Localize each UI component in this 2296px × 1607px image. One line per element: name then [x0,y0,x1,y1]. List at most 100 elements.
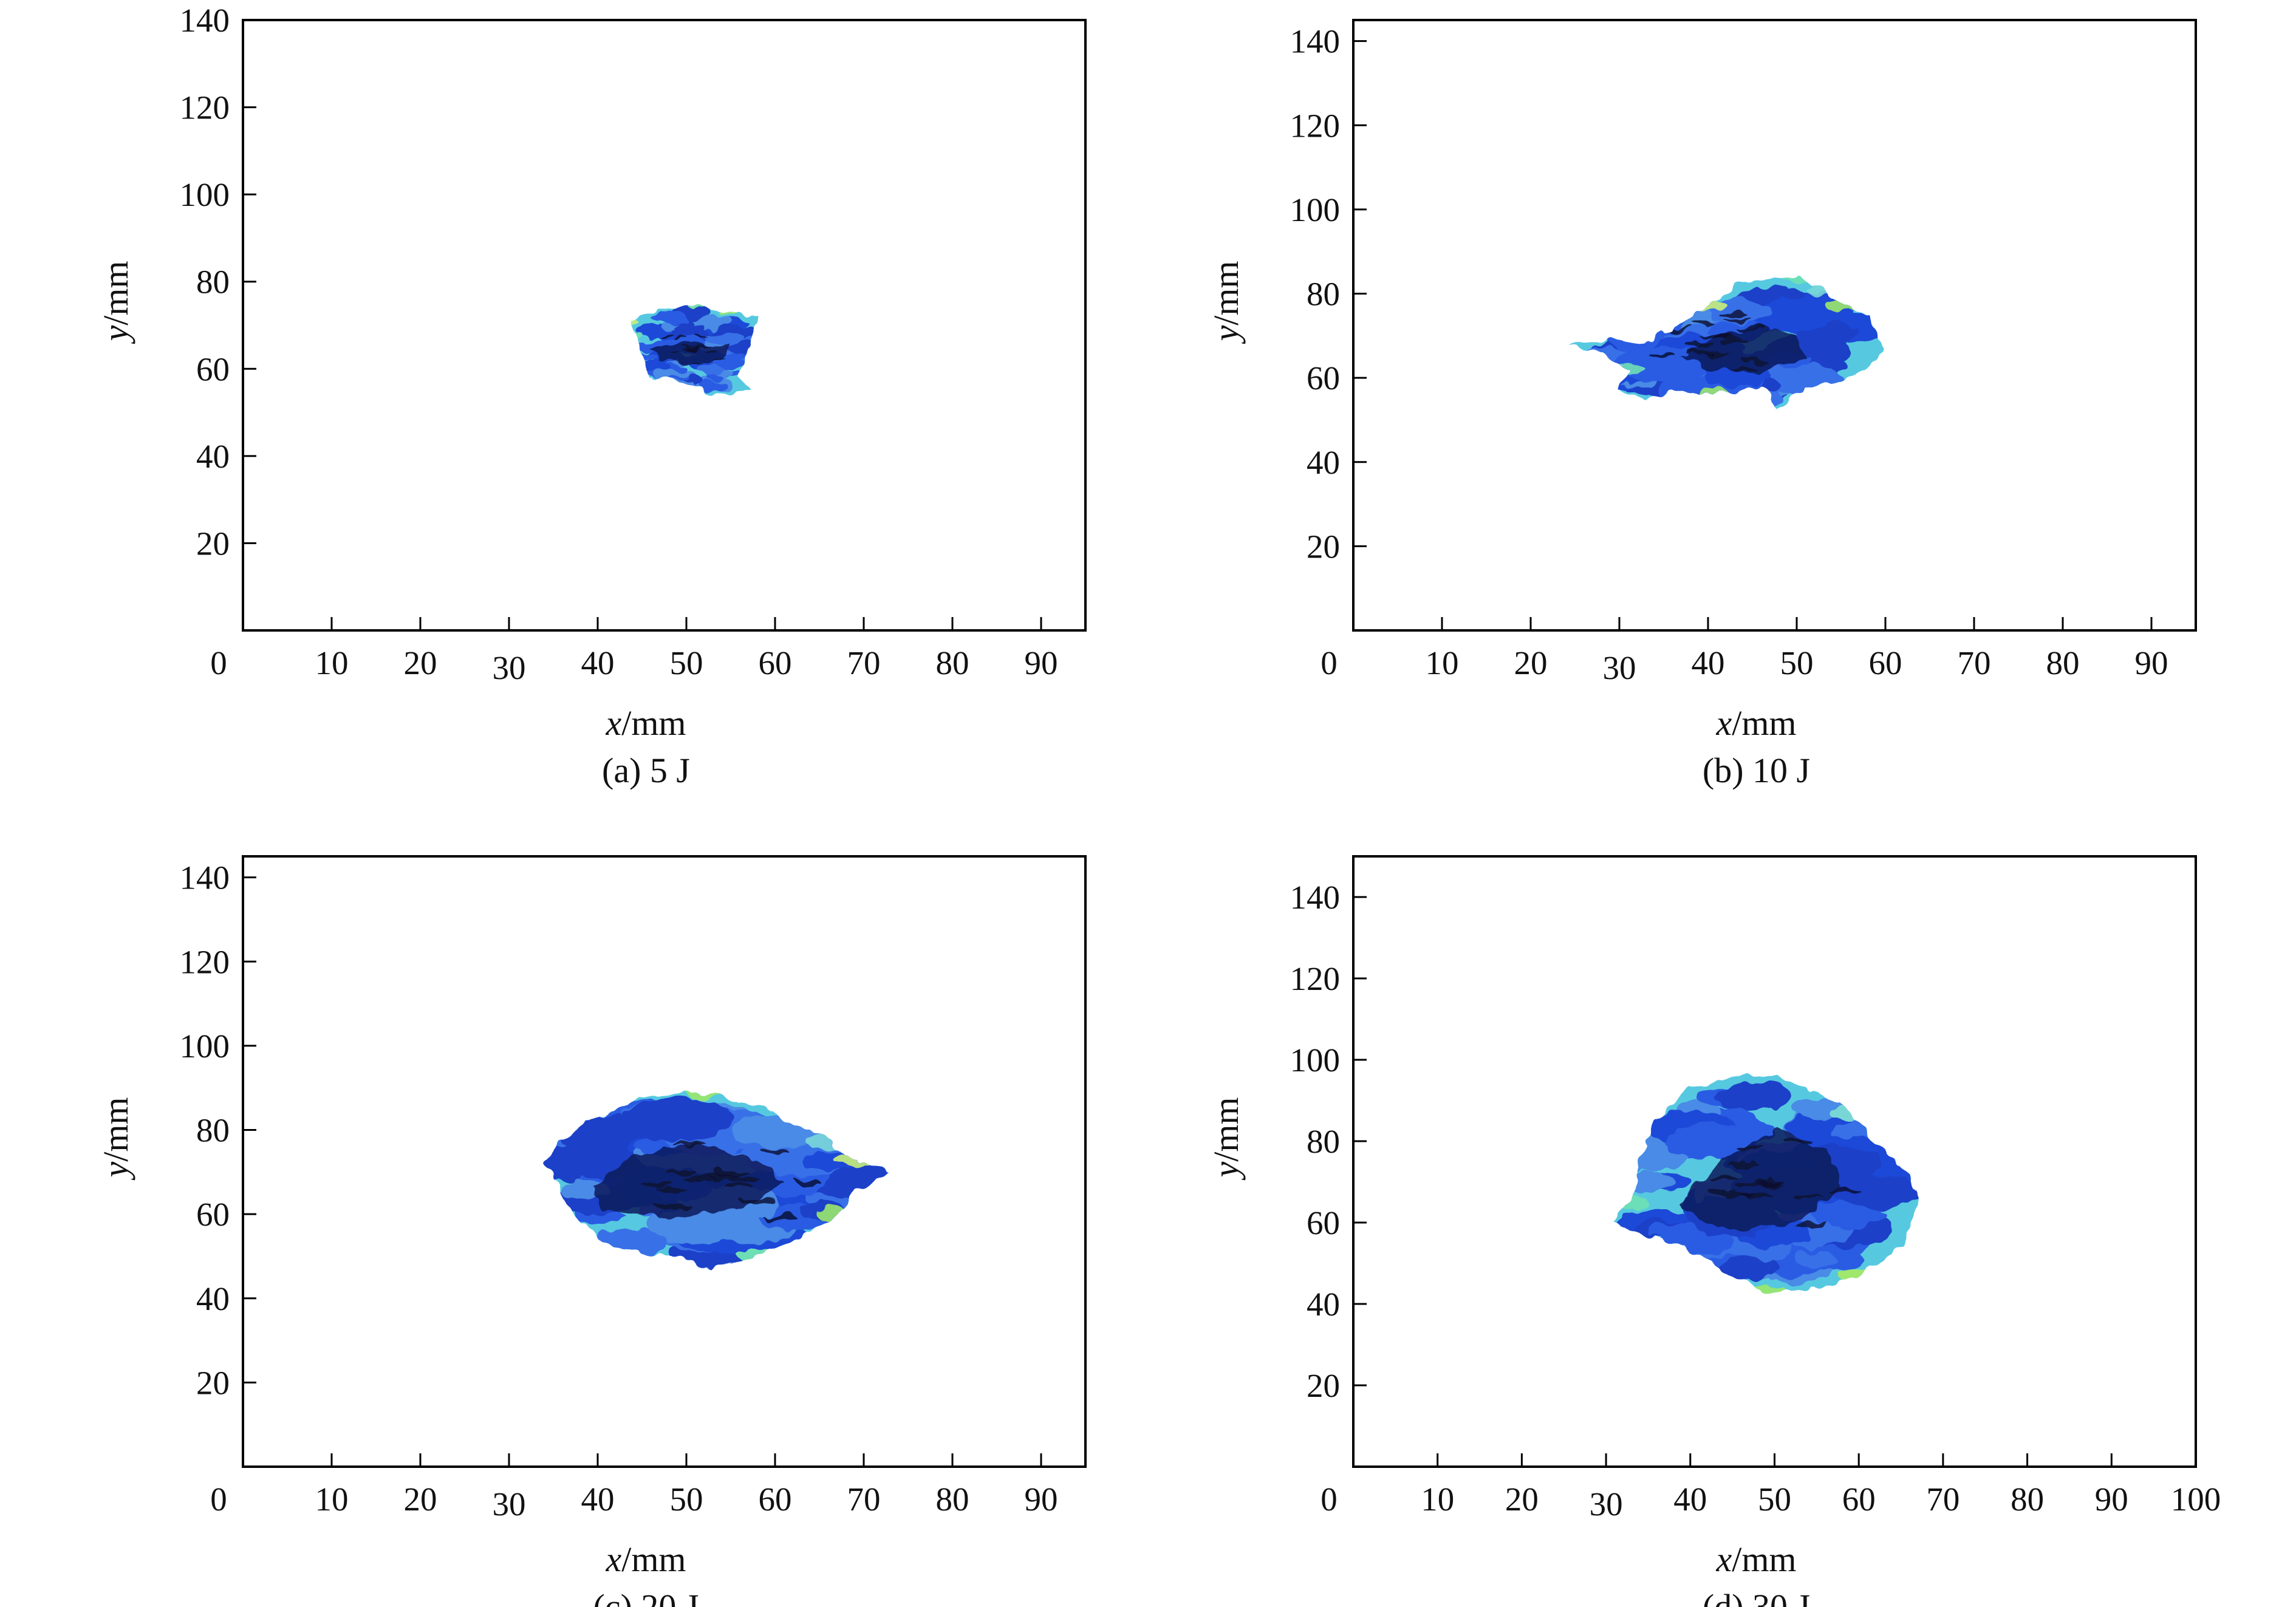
damage-crack-mark [1720,338,1748,343]
damage-crack-mark [1723,316,1751,321]
damage-blob-mark [675,323,704,335]
y-tick-label: 140 [180,859,230,896]
damage-fringe-mark [1840,1269,1877,1282]
damage-crack-mark [661,335,674,337]
y-tick-label: 40 [1307,1286,1340,1323]
x-tick-label: 30 [1590,1486,1623,1523]
x-tick-label: 0 [210,644,227,681]
damage-crack-mark [669,352,681,354]
plot-frame [242,19,1087,632]
x-tick-label: 60 [1869,644,1902,681]
damage-blob-mark [1648,1223,1689,1239]
x-tick-label: 30 [493,649,526,686]
damage-blob-mark [1716,1081,1792,1111]
damage-fringe-mark [1611,363,1645,375]
damage-crack-mark [728,1177,761,1182]
damage-crack-mark [1701,334,1729,339]
damage-blob-mark [1620,1172,1675,1193]
damage-crack-mark [655,1187,689,1193]
damage-blob-mark [1720,1257,1780,1280]
y-tick-label: 40 [196,438,230,475]
damage-crack-mark [722,1184,756,1189]
damage-fringe-mark [688,307,703,311]
damage-crack-mark [1796,1224,1826,1229]
y-tick-label: 40 [1307,444,1340,481]
damage-blob-mark [635,324,667,337]
y-tick-label: 60 [196,1196,230,1233]
damage-crack-mark [764,1215,798,1221]
y-tick-label: 60 [1307,1204,1340,1241]
x-tick-label: 50 [670,1481,703,1518]
damage-blob-mark [1665,1124,1757,1160]
damage-blob-mark [697,380,726,392]
damage-blob-mark [635,353,657,363]
y-tick-label: 80 [196,264,230,301]
x-tick-label: 70 [1926,1481,1959,1518]
y-axis-label: y/mm [96,1097,135,1180]
damage-blob-mark [1586,302,1644,324]
y-tick-label: 80 [196,1112,230,1149]
y-tick-label: 140 [180,2,230,39]
y-tick-label: 100 [1290,191,1341,228]
y-tick-label: 120 [1290,107,1341,144]
plot-frame [242,855,1087,1468]
damage-blob-mark [1596,305,1683,339]
damage-fringe-mark [816,1207,858,1221]
damage-crack-mark [674,1141,708,1146]
damage-crack-mark [1737,326,1765,331]
y-tick-label: 20 [1307,1367,1340,1404]
damage-blob-mark [642,361,668,372]
damage-crack-mark [713,359,725,361]
y-tick-label: 40 [196,1280,230,1317]
damage-crack-mark [1720,311,1748,315]
x-tick-label: 70 [1958,644,1991,681]
y-tick-label: 100 [180,176,230,213]
damage-crack-mark [1649,352,1676,357]
x-tick-label: 90 [2095,1481,2128,1518]
x-tick-label: 10 [1421,1481,1454,1518]
y-tick-label: 20 [196,525,230,562]
damage-core-mark [651,343,731,365]
x-tick-label: 0 [1321,644,1338,681]
damage-fringe-mark [736,1249,778,1263]
damage-fringe-mark [683,1092,725,1099]
damage-crack-mark [1732,366,1760,371]
damage-blob-mark [1793,1250,1838,1268]
damage-crack-mark [1735,1146,1765,1151]
x-tick-label: 10 [315,1481,349,1518]
damage-fringe-mark [1823,300,1859,312]
x-tick-label: 0 [1321,1481,1338,1518]
y-tick-label: 80 [1307,1123,1340,1160]
x-axis-label: x/mm [605,703,686,743]
damage-fringe-mark [1779,276,1814,283]
damage-crack-mark [1828,1187,1858,1192]
damage-region [1614,1076,1918,1292]
x-axis-label: x/mm [1715,1540,1796,1579]
damage-fringe-mark [723,309,739,315]
x-tick-label: 80 [936,1481,969,1518]
damage-crack-mark [695,337,707,339]
damage-blob-mark [668,379,694,389]
x-tick-label: 40 [581,644,615,681]
chart-panel-2: 0 10 20 30 40 50 60 70 80 90 20 40 60 80 100 120 140 x/mm… [1206,19,2197,790]
damage-region [544,1092,890,1269]
damage-fringe-mark [633,331,641,337]
damage-crack-mark [1684,343,1712,348]
y-tick-label: 60 [1307,360,1340,397]
damage-fringe-mark [1806,284,1840,295]
damage-crack-mark [1728,1161,1759,1166]
damage-region [633,307,757,395]
damage-crack-mark [1709,1175,1740,1181]
damage-crack-mark [688,349,700,351]
damage-crack-mark [758,1149,792,1155]
damage-blob-mark [1834,1175,1918,1208]
x-tick-label: 90 [1025,1481,1058,1518]
damage-core-mark [589,1142,784,1219]
damage-core-mark [1681,327,1806,374]
damage-crack-mark [1785,1138,1816,1144]
y-tick-label: 20 [1307,528,1340,565]
x-tick-label: 80 [2011,1481,2044,1518]
y-tick-label: 20 [196,1364,230,1401]
damage-fringe-mark [1700,389,1734,401]
